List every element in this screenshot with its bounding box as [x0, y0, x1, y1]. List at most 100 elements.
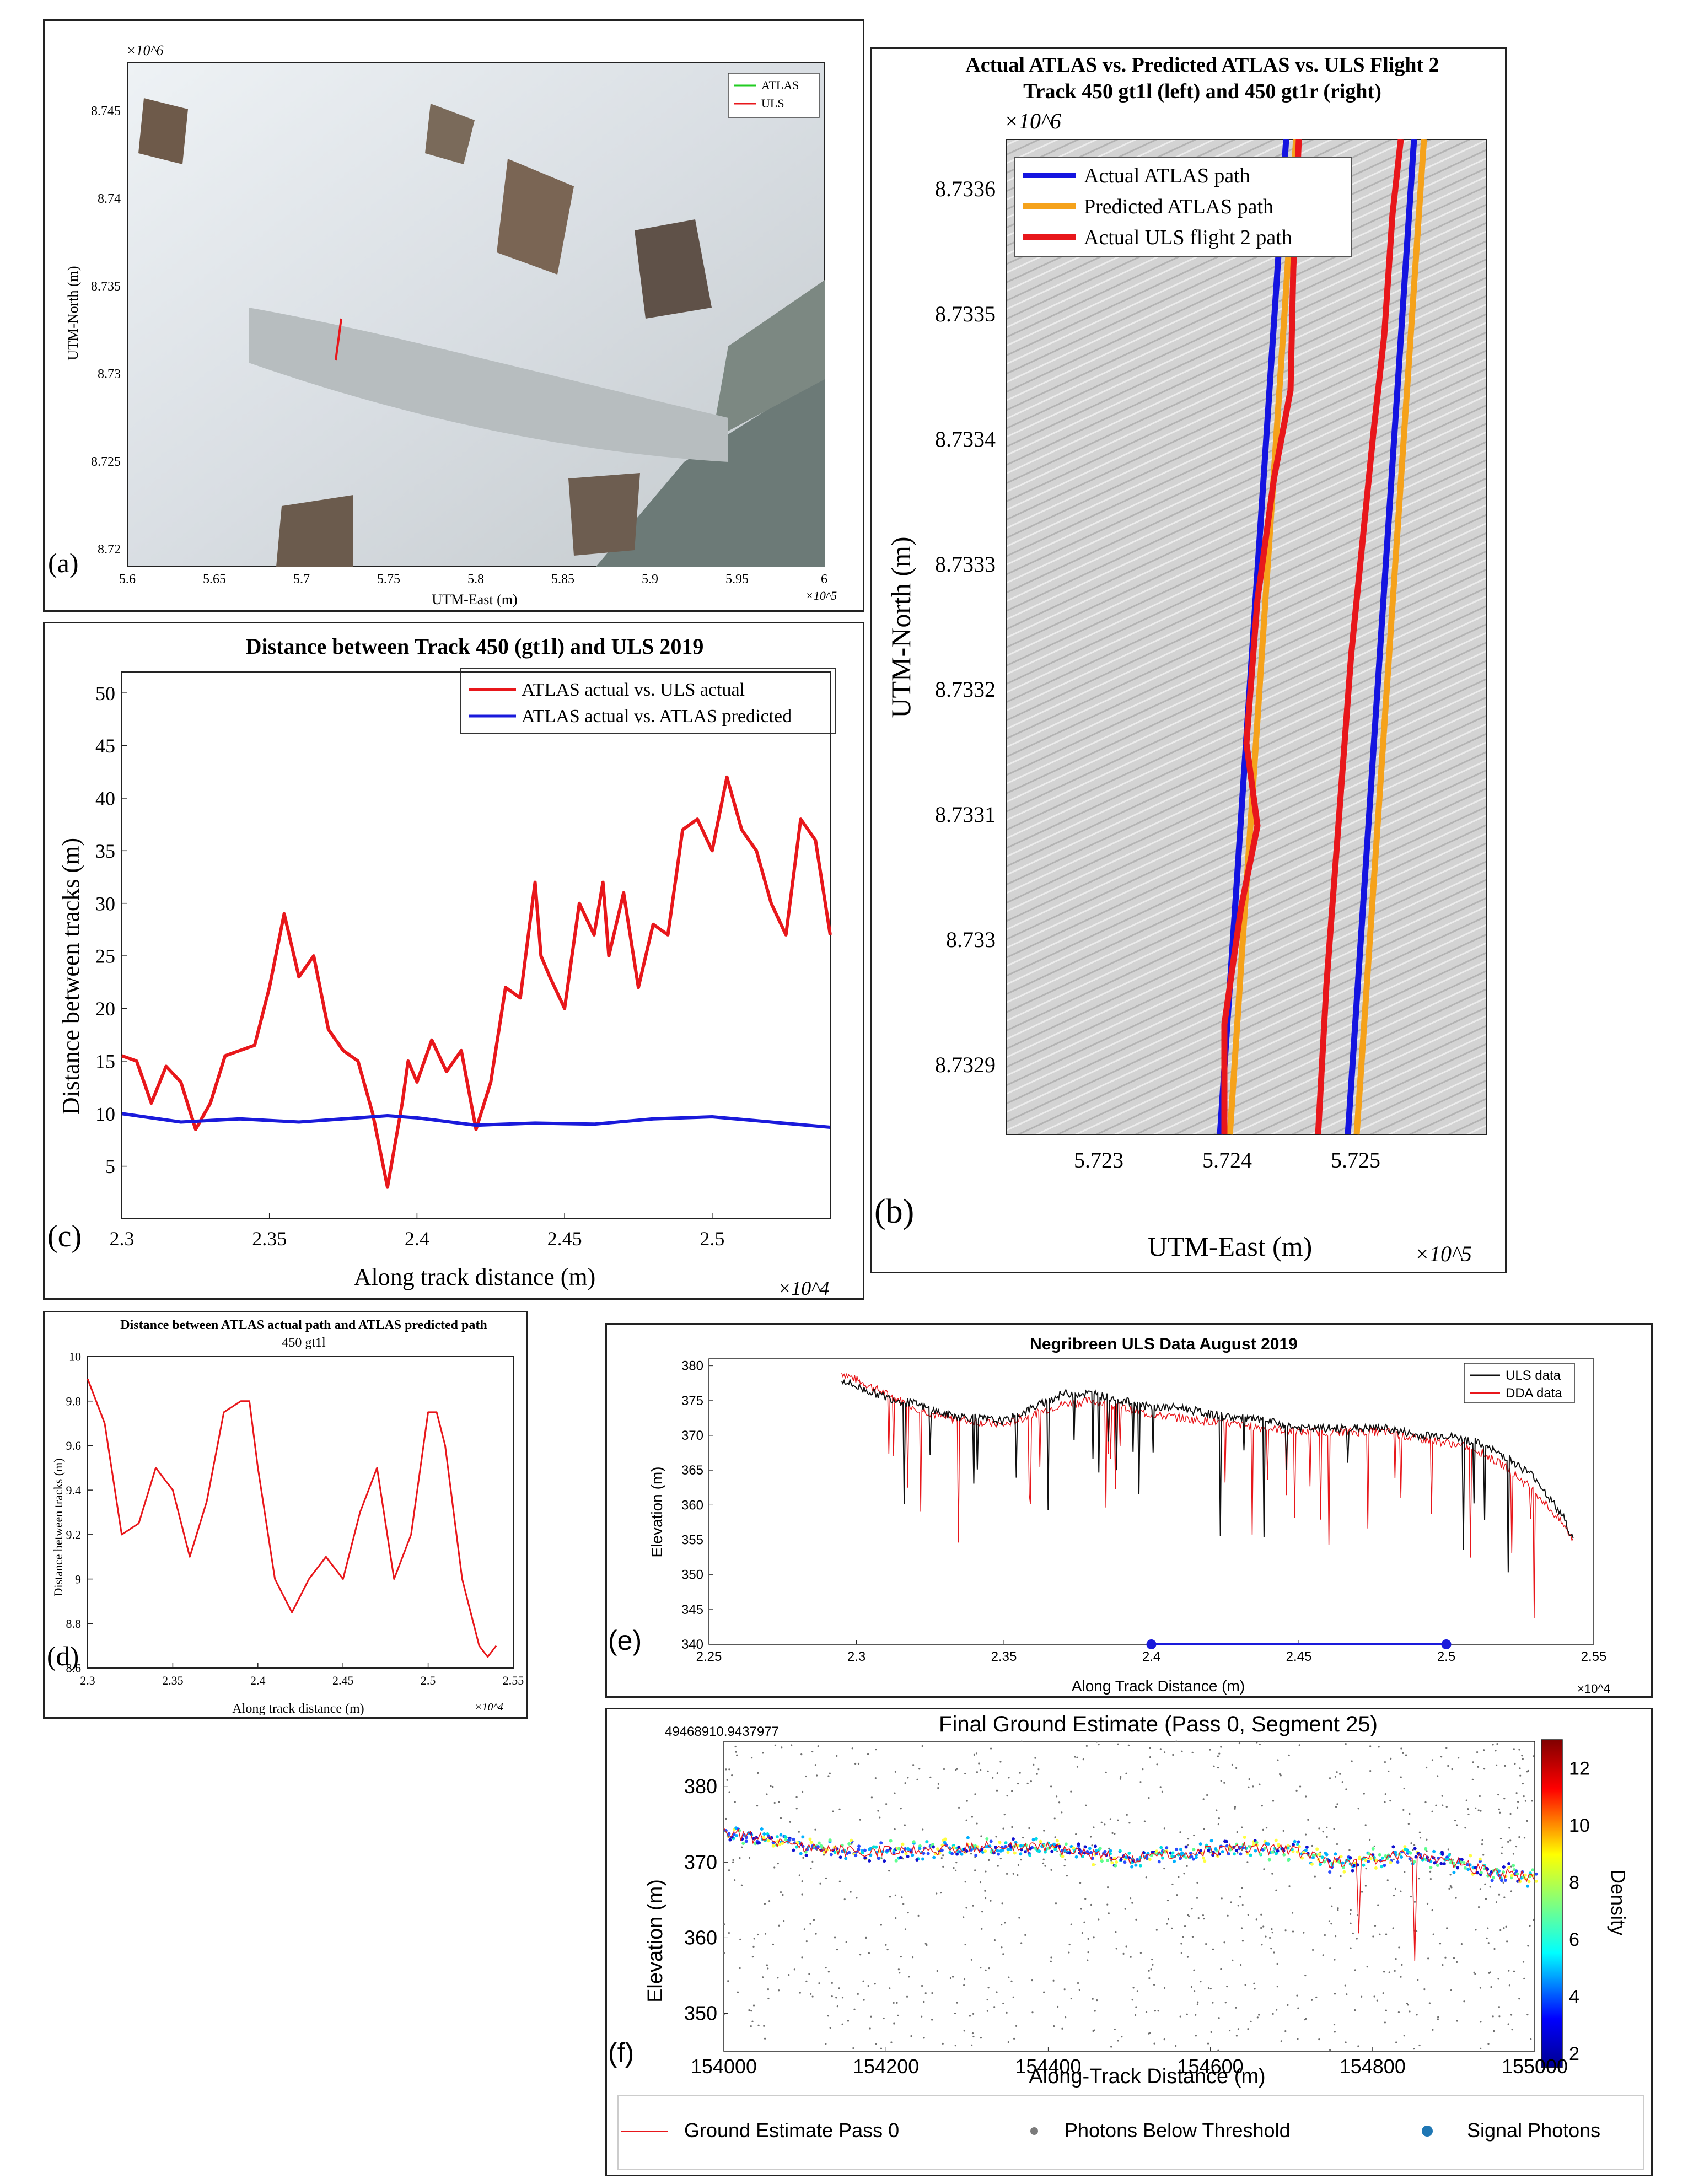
photon-below-threshold — [980, 1966, 982, 1969]
photon-below-threshold — [1011, 1790, 1013, 1792]
signal-photon — [1351, 1869, 1354, 1873]
x-tick-label: 2.55 — [1581, 1649, 1607, 1664]
signal-photon — [1531, 1868, 1535, 1872]
photon-below-threshold — [1151, 1958, 1153, 1961]
signal-photon — [955, 1852, 959, 1856]
photon-below-threshold — [929, 1776, 932, 1778]
signal-photon — [1203, 1859, 1207, 1863]
photon-below-threshold — [750, 2025, 752, 2027]
signal-photon — [792, 1848, 795, 1852]
photon-below-threshold — [1416, 1930, 1418, 1933]
photon-below-threshold — [1328, 1920, 1331, 1922]
photon-below-threshold — [1128, 1822, 1131, 1824]
photon-below-threshold — [953, 1866, 955, 1869]
signal-photon — [1039, 1839, 1042, 1843]
photon-below-threshold — [805, 1980, 808, 1982]
photon-below-threshold — [857, 1762, 860, 1765]
photon-below-threshold — [990, 1747, 992, 1750]
photon-below-threshold — [1284, 1929, 1287, 1932]
signal-photon — [1243, 1836, 1246, 1839]
photon-below-threshold — [1056, 1795, 1058, 1798]
chart-d: Distance between ATLAS actual path and A… — [47, 1318, 524, 1716]
photon-below-threshold — [1253, 1982, 1255, 1984]
photon-below-threshold — [1291, 1912, 1294, 1914]
signal-photon — [1175, 1847, 1179, 1851]
plot-frame — [121, 671, 831, 1219]
x-tick-label: 2.3 — [80, 1674, 95, 1687]
photon-below-threshold — [1155, 1929, 1158, 1931]
photon-below-threshold — [1378, 1746, 1380, 1748]
photon-below-threshold — [739, 1938, 741, 1940]
photon-below-threshold — [1409, 1812, 1411, 1815]
photon-below-threshold — [985, 1870, 987, 1873]
photon-below-threshold — [788, 1974, 790, 1976]
photon-below-threshold — [1413, 2048, 1415, 2050]
photon-below-threshold — [1031, 1979, 1033, 1982]
photon-below-threshold — [1345, 1742, 1347, 1745]
photon-below-threshold — [1490, 1986, 1492, 1988]
signal-photon — [1341, 1861, 1345, 1865]
signal-photon — [1371, 1847, 1375, 1851]
photon-below-threshold — [1346, 1993, 1348, 1995]
photon-below-threshold — [752, 2004, 755, 2007]
photon-below-threshold — [1410, 1842, 1412, 1844]
photon-below-threshold — [1504, 1765, 1506, 1767]
photon-below-threshold — [752, 1945, 755, 1948]
photon-below-threshold — [877, 1810, 879, 1812]
photon-below-threshold — [975, 1752, 978, 1755]
photon-below-threshold — [1465, 1799, 1467, 1801]
photon-below-threshold — [1451, 1768, 1453, 1771]
photon-below-threshold — [1237, 1905, 1239, 1907]
photon-below-threshold — [1318, 2038, 1320, 2041]
signal-photon — [1478, 1857, 1482, 1861]
photon-below-threshold — [1479, 1795, 1481, 1798]
signal-photon — [1286, 1846, 1290, 1850]
legend-b-predicted: Predicted ATLAS path — [1084, 195, 1273, 218]
photon-below-threshold — [1153, 1983, 1155, 1986]
photon-below-threshold — [1331, 1905, 1333, 1907]
photon-below-threshold — [1115, 1930, 1117, 1933]
photon-below-threshold — [739, 1967, 741, 1970]
photon-below-threshold — [1447, 1848, 1449, 1851]
photon-below-threshold — [845, 1941, 847, 1943]
photon-below-threshold — [1218, 2017, 1220, 2019]
ytick: 8.745 — [91, 104, 121, 119]
photon-below-threshold — [1395, 1958, 1397, 1960]
signal-photon — [943, 1841, 947, 1844]
photon-below-threshold — [1241, 1849, 1243, 1851]
photon-below-threshold — [1481, 1839, 1483, 1841]
photon-below-threshold — [1197, 2001, 1199, 2003]
photon-below-threshold — [1044, 1865, 1046, 1867]
photon-below-threshold — [1017, 1874, 1019, 1876]
photon-below-threshold — [1295, 1789, 1298, 1792]
photon-below-threshold — [863, 1999, 865, 2001]
photon-below-threshold — [1033, 1763, 1035, 1766]
photon-below-threshold — [1276, 2009, 1278, 2011]
photon-below-threshold — [805, 1775, 807, 1778]
colorbar-tick-label: 8 — [1569, 1873, 1579, 1893]
legend-c-uls: ATLAS actual vs. ULS actual — [522, 680, 745, 700]
signal-photon — [1036, 1849, 1040, 1853]
signal-photon — [1275, 1852, 1278, 1855]
photon-below-threshold — [1337, 1907, 1339, 1909]
photon-below-threshold — [1418, 2044, 1421, 2047]
photon-below-threshold — [1068, 1943, 1071, 1946]
chart-c: Distance between Track 450 (gt1l) and UL… — [47, 634, 836, 1299]
photon-below-threshold — [1509, 1812, 1512, 1815]
signal-photon — [1224, 1839, 1228, 1843]
photon-below-threshold — [728, 1932, 730, 1934]
photon-below-threshold — [1235, 1767, 1238, 1769]
photon-below-threshold — [1288, 1754, 1290, 1756]
photon-below-threshold — [1230, 1901, 1232, 1903]
signal-photon — [727, 1832, 731, 1836]
photon-below-threshold — [778, 1801, 780, 1803]
signal-photon — [1456, 1866, 1460, 1870]
photon-below-threshold — [773, 1801, 776, 1804]
photon-below-threshold — [921, 1984, 923, 1987]
photon-below-threshold — [970, 1853, 972, 1855]
photon-below-threshold — [1437, 2018, 1439, 2020]
signal-photon — [1085, 1849, 1089, 1853]
photon-below-threshold — [1186, 1956, 1189, 1958]
photon-below-threshold — [737, 1991, 739, 1993]
xtick: 5.65 — [203, 572, 226, 587]
